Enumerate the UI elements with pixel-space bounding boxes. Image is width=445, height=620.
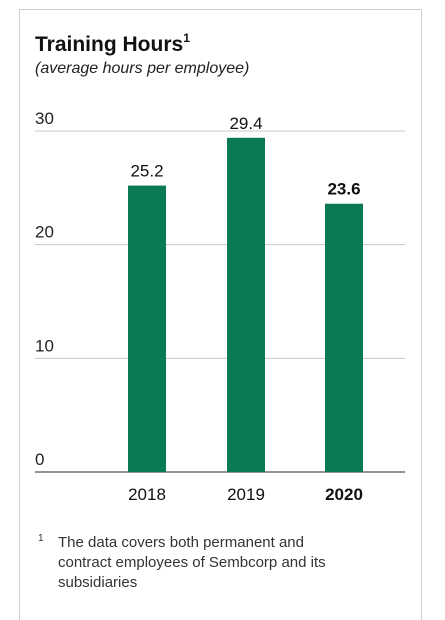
y-tick-label: 20 [35, 223, 54, 242]
x-tick-label: 2019 [227, 485, 265, 504]
bar-2018 [128, 185, 166, 472]
y-tick-label: 30 [35, 109, 54, 128]
bar-2019 [227, 137, 265, 472]
chart-title: Training Hours1 [35, 31, 190, 56]
footnote-text: The data covers both permanent and contr… [58, 534, 326, 591]
bar-2020 [325, 203, 363, 472]
y-tick-label: 10 [35, 336, 54, 355]
x-tick-label: 2018 [128, 485, 166, 504]
data-label: 25.2 [130, 162, 163, 181]
y-tick-label: 0 [35, 450, 44, 469]
chart-subtitle: (average hours per employee) [35, 60, 250, 77]
footnote-mark: 1 [38, 533, 44, 544]
chart-panel [19, 9, 422, 620]
data-label: 29.4 [229, 114, 262, 133]
data-label: 23.6 [327, 180, 360, 199]
x-tick-label: 2020 [325, 485, 363, 504]
title-footnote-mark: 1 [183, 31, 190, 45]
